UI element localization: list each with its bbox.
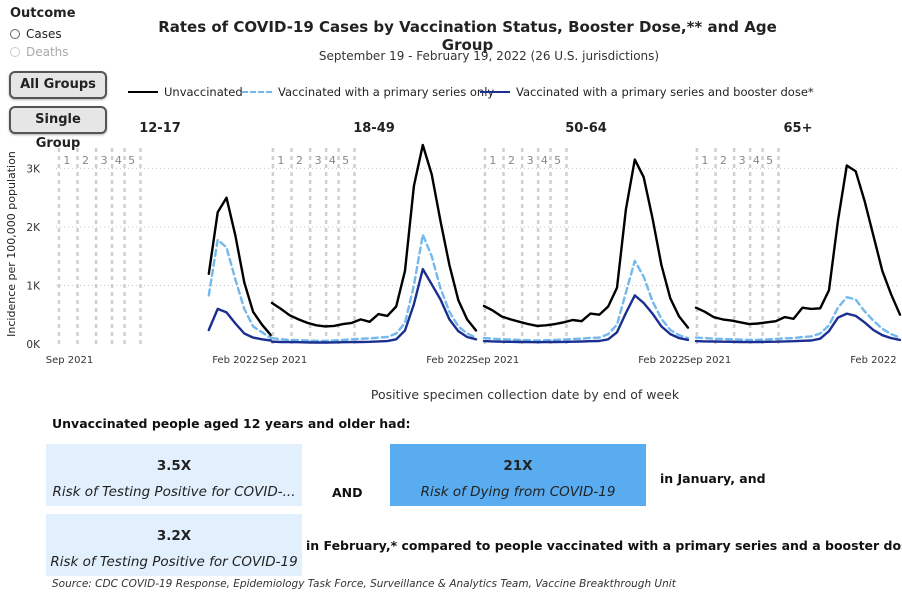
period-label: 3	[739, 154, 746, 167]
period-label: 4	[329, 154, 336, 167]
legend-label: Vaccinated with a primary series only	[278, 85, 495, 99]
single-group-button[interactable]: Single Group	[9, 106, 107, 151]
and-text: AND	[332, 485, 363, 500]
legend-swatch-solid-darkblue	[480, 91, 510, 93]
series-line-primary	[694, 296, 902, 342]
panel-title: 50-64	[565, 121, 607, 136]
y-tick-label: 3K	[26, 163, 41, 175]
legend-item-primary-series[interactable]: Vaccinated with a primary series only	[242, 85, 494, 99]
series-line-unvaccinated	[482, 158, 690, 329]
period-label: 3	[527, 154, 534, 167]
outcome-option-label: Cases	[26, 27, 62, 41]
period-label: 2	[508, 154, 515, 167]
outcome-option-label: Deaths	[26, 45, 69, 59]
x-tick-label: Sep 2021	[260, 355, 307, 366]
all-groups-button[interactable]: All Groups	[9, 71, 107, 99]
x-axis-label: Positive specimen collection date by end…	[370, 387, 680, 402]
series-line-unvaccinated	[207, 196, 273, 337]
y-tick-label: 0K	[26, 339, 41, 351]
period-label: 5	[554, 154, 561, 167]
period-label: 2	[720, 154, 727, 167]
x-tick-label: Sep 2021	[684, 355, 731, 366]
radio-unselected-icon[interactable]	[10, 47, 20, 57]
summary-heading: Unvaccinated people aged 12 years and ol…	[52, 416, 411, 431]
legend-label: Unvaccinated	[164, 85, 243, 99]
series-line-primary	[207, 238, 273, 340]
period-label: 1	[701, 154, 708, 167]
legend-label: Vaccinated with a primary series and boo…	[516, 85, 814, 99]
series-line-unvaccinated	[694, 164, 902, 326]
legend-swatch-solid-black	[128, 91, 158, 93]
stat-label: Risk of Testing Positive for COVID-...	[52, 484, 296, 500]
outcome-option-cases[interactable]: Cases	[10, 27, 62, 41]
chart-plot-area: Incidence per 100,000 population 0K 1K 2K 3K…	[5, 121, 902, 366]
period-label: 1	[63, 154, 70, 167]
x-tick-label: Feb 2022	[426, 355, 472, 366]
outcome-title: Outcome	[10, 6, 76, 21]
series-line-primary	[270, 233, 478, 342]
period-label: 5	[342, 154, 349, 167]
radio-selected-icon[interactable]	[10, 29, 20, 39]
x-tick-label: Sep 2021	[46, 355, 93, 366]
series-line-booster	[482, 294, 690, 344]
series-line-unvaccinated	[270, 143, 478, 332]
series-line-booster	[694, 312, 902, 344]
period-label: 5	[766, 154, 773, 167]
y-axis-label: Incidence per 100,000 population	[5, 151, 18, 337]
series-line-booster	[270, 267, 478, 344]
panel-title: 65+	[784, 121, 813, 136]
stat-label: Risk of Testing Positive for COVID-19	[50, 554, 298, 570]
stat-card-january-deaths[interactable]: 21X Risk of Dying from COVID-19	[390, 444, 646, 506]
stat-card-february-cases[interactable]: 3.2X Risk of Testing Positive for COVID-…	[46, 514, 302, 576]
series-line-primary	[482, 259, 690, 342]
y-tick-label: 2K	[26, 222, 41, 234]
period-label: 1	[489, 154, 496, 167]
x-tick-label: Feb 2022	[638, 355, 684, 366]
period-label: 4	[115, 154, 122, 167]
x-tick-label: Feb 2022	[850, 355, 896, 366]
period-label: 5	[128, 154, 135, 167]
period-label: 2	[82, 154, 89, 167]
period-label: 3	[101, 154, 108, 167]
legend-swatch-dashed-lightblue	[242, 91, 272, 93]
source-note: Source: CDC COVID-19 Response, Epidemiol…	[52, 578, 676, 590]
january-text: in January, and	[660, 471, 766, 486]
outcome-option-deaths[interactable]: Deaths	[10, 45, 69, 59]
stat-card-january-cases[interactable]: 3.5X Risk of Testing Positive for COVID-…	[46, 444, 302, 506]
x-tick-label: Feb 2022	[212, 355, 258, 366]
panel-title: 12-17	[139, 121, 181, 136]
series-line-booster	[207, 307, 273, 342]
chart-title: Rates of COVID-19 Cases by Vaccination S…	[158, 18, 777, 54]
legend-item-booster[interactable]: Vaccinated with a primary series and boo…	[480, 85, 814, 99]
stat-value: 3.2X	[156, 528, 192, 544]
period-label: 3	[315, 154, 322, 167]
panel-title: 18-49	[353, 121, 395, 136]
period-label: 4	[541, 154, 548, 167]
y-tick-label: 1K	[26, 280, 41, 292]
chart-subtitle: September 19 - February 19, 2022 (26 U.S…	[318, 49, 660, 63]
x-tick-label: Sep 2021	[472, 355, 519, 366]
period-label: 2	[296, 154, 303, 167]
february-text: in February,* compared to people vaccina…	[306, 538, 902, 553]
stat-value: 21X	[503, 458, 533, 474]
stat-label: Risk of Dying from COVID-19	[420, 484, 616, 500]
stat-value: 3.5X	[156, 458, 192, 474]
legend-item-unvaccinated[interactable]: Unvaccinated	[128, 85, 243, 99]
period-label: 4	[753, 154, 760, 167]
period-label: 1	[277, 154, 284, 167]
